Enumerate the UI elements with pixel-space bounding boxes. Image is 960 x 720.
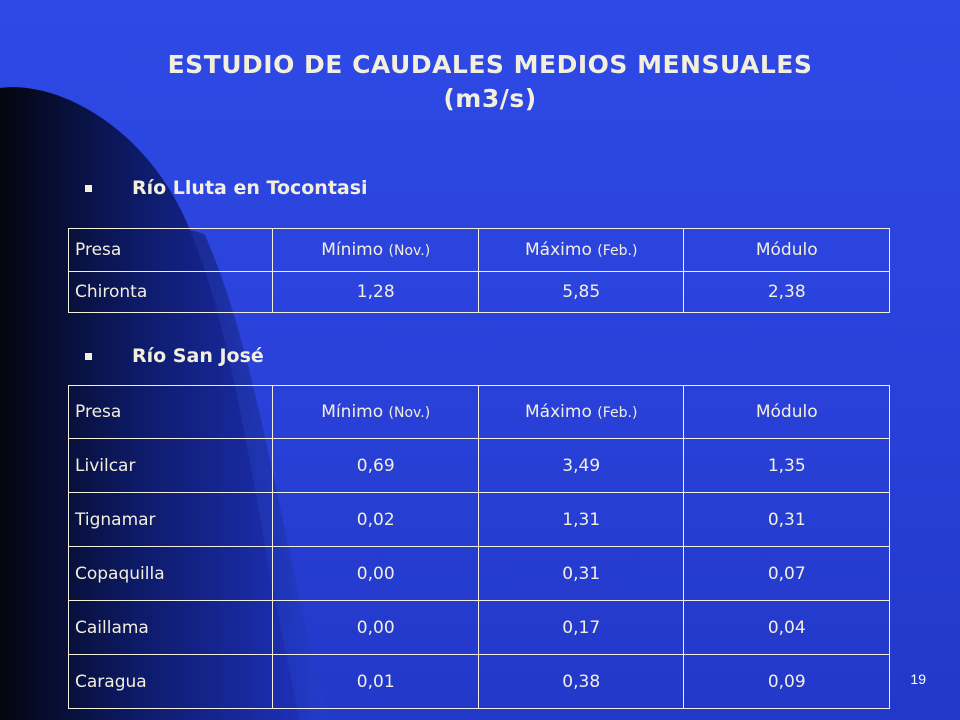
cell-minimo: 0,01 xyxy=(272,654,479,709)
cell-presa: Caragua xyxy=(67,654,274,709)
cell-maximo: 1,31 xyxy=(477,492,685,547)
cell-modulo: 0,09 xyxy=(683,654,890,709)
cell-presa: Chironta xyxy=(67,271,274,313)
cell-modulo: 0,31 xyxy=(683,492,890,547)
cell-maximo: 5,85 xyxy=(477,271,685,313)
cell-presa: Copaquilla xyxy=(67,546,274,601)
cell-maximo: 3,49 xyxy=(477,438,685,493)
header-maximo-note: (Feb.) xyxy=(597,243,638,259)
header-presa: Presa xyxy=(67,228,274,272)
header-presa: Presa xyxy=(67,385,274,439)
header-minimo-note: (Nov.) xyxy=(388,243,431,259)
section-heading-text: Río San José xyxy=(132,345,264,367)
bullet-marker xyxy=(85,184,92,192)
header-maximo-label: Máximo xyxy=(525,240,592,260)
cell-minimo: 0,69 xyxy=(272,438,479,493)
cell-minimo: 0,02 xyxy=(272,492,479,547)
cell-presa: Livilcar xyxy=(67,438,274,493)
table-header-row: Presa Mínimo (Nov.) Máximo (Feb.) Módulo xyxy=(67,228,890,272)
slide-title: ESTUDIO DE CAUDALES MEDIOS MENSUALES (m3… xyxy=(60,48,920,116)
header-minimo-note: (Nov.) xyxy=(388,405,431,421)
header-maximo: Máximo (Feb.) xyxy=(477,385,685,439)
header-minimo: Mínimo (Nov.) xyxy=(272,228,479,272)
cell-minimo: 0,00 xyxy=(272,546,479,601)
cell-maximo: 0,38 xyxy=(477,654,685,709)
section-heading-rio-lluta: Río Lluta en Tocontasi xyxy=(85,177,368,199)
cell-modulo: 0,04 xyxy=(683,600,890,655)
cell-minimo: 0,00 xyxy=(272,600,479,655)
section-heading-rio-san-jose: Río San José xyxy=(85,345,264,367)
header-modulo: Módulo xyxy=(683,385,890,439)
table-row: Tignamar 0,02 1,31 0,31 xyxy=(67,492,890,547)
header-maximo: Máximo (Feb.) xyxy=(477,228,685,272)
slide-title-line2: (m3/s) xyxy=(443,84,537,113)
cell-modulo: 2,38 xyxy=(683,271,890,313)
cell-maximo: 0,31 xyxy=(477,546,685,601)
header-minimo-label: Mínimo xyxy=(321,240,384,260)
table-row: Livilcar 0,69 3,49 1,35 xyxy=(67,438,890,493)
table-row: Caragua 0,01 0,38 0,09 xyxy=(67,654,890,709)
cell-presa: Tignamar xyxy=(67,492,274,547)
bullet-marker xyxy=(85,352,92,360)
table-header-row: Presa Mínimo (Nov.) Máximo (Feb.) Módulo xyxy=(67,385,890,439)
cell-modulo: 0,07 xyxy=(683,546,890,601)
cell-modulo: 1,35 xyxy=(683,438,890,493)
header-minimo: Mínimo (Nov.) xyxy=(272,385,479,439)
slide-title-line1: ESTUDIO DE CAUDALES MEDIOS MENSUALES xyxy=(167,50,813,79)
page-number: 19 xyxy=(910,671,926,687)
section-heading-text: Río Lluta en Tocontasi xyxy=(132,177,368,199)
table-rio-san-jose: Presa Mínimo (Nov.) Máximo (Feb.) Módulo… xyxy=(67,385,890,709)
cell-presa: Caillama xyxy=(67,600,274,655)
cell-minimo: 1,28 xyxy=(272,271,479,313)
header-minimo-label: Mínimo xyxy=(321,402,384,422)
table-row: Caillama 0,00 0,17 0,04 xyxy=(67,600,890,655)
table-rio-lluta: Presa Mínimo (Nov.) Máximo (Feb.) Módulo… xyxy=(67,228,890,313)
table-row: Chironta 1,28 5,85 2,38 xyxy=(67,271,890,313)
cell-maximo: 0,17 xyxy=(477,600,685,655)
header-modulo: Módulo xyxy=(683,228,890,272)
header-maximo-label: Máximo xyxy=(525,402,592,422)
header-maximo-note: (Feb.) xyxy=(597,405,638,421)
table-row: Copaquilla 0,00 0,31 0,07 xyxy=(67,546,890,601)
